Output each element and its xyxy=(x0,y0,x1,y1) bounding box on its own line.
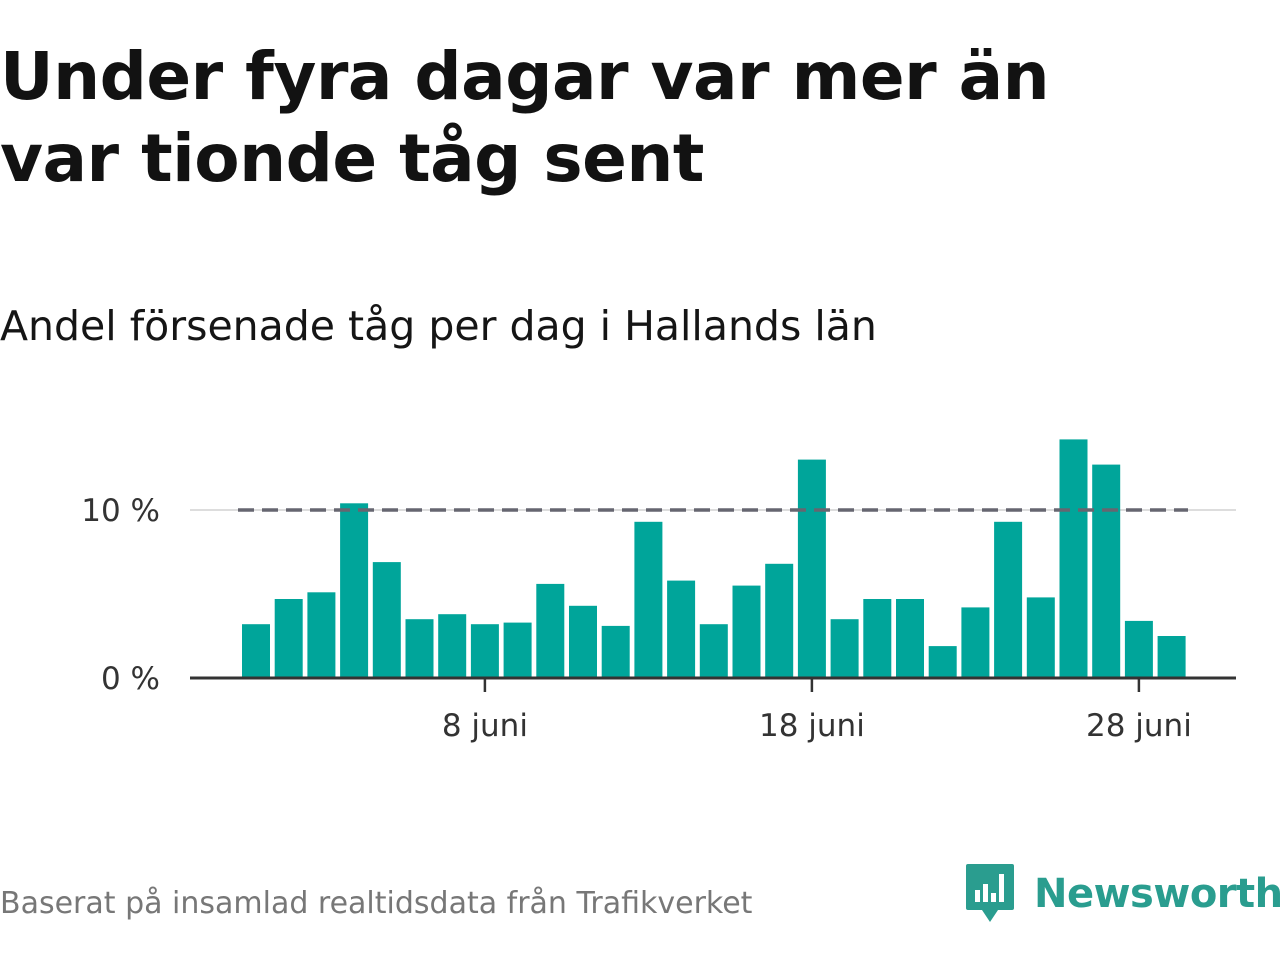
bar xyxy=(1092,464,1121,678)
bar xyxy=(1026,597,1055,678)
bar xyxy=(569,605,597,678)
bar xyxy=(863,599,892,678)
y-tick-label: 0 % xyxy=(101,661,160,697)
tick-labels: 8 juni 18 juni 28 juni 0 % 10 % xyxy=(81,493,1192,744)
bar xyxy=(928,646,957,678)
bar xyxy=(830,619,859,678)
bar xyxy=(896,599,924,678)
source-note: Baserat på insamlad realtidsdata från Tr… xyxy=(0,886,753,921)
bar xyxy=(797,459,826,678)
bar xyxy=(765,563,794,678)
bar xyxy=(340,503,369,678)
bar xyxy=(470,624,499,678)
bar xyxy=(242,624,270,678)
bar xyxy=(732,585,761,678)
axes xyxy=(190,676,1236,692)
bar xyxy=(503,622,532,678)
bar xyxy=(961,607,990,678)
bar xyxy=(1059,439,1088,678)
bar xyxy=(274,599,303,678)
bar xyxy=(372,562,401,678)
y-tick-label: 10 % xyxy=(81,493,160,529)
bars xyxy=(242,439,1186,678)
chart-subtitle: Andel försenade tåg per dag i Hallands l… xyxy=(0,302,877,350)
bar-chart: 8 juni 18 juni 28 juni 0 % 10 % xyxy=(81,439,1236,744)
bar xyxy=(307,592,336,678)
x-tick-label: 18 juni xyxy=(759,708,865,744)
brand-name: Newsworthy xyxy=(1034,871,1280,917)
bar xyxy=(1157,636,1186,678)
chart-title: Under fyra dagar var mer än var tionde t… xyxy=(0,38,1050,197)
bar xyxy=(667,580,696,678)
bar xyxy=(536,583,565,678)
newsworthy-logo-icon xyxy=(966,864,1014,922)
x-tick-label: 8 juni xyxy=(442,708,528,744)
bar xyxy=(438,614,467,678)
x-tick-label: 28 juni xyxy=(1086,708,1192,744)
bar xyxy=(405,619,434,678)
bar xyxy=(1124,620,1153,678)
bar xyxy=(994,521,1023,678)
brand[interactable]: Newsworthy xyxy=(964,862,1280,926)
bar xyxy=(699,624,728,678)
bar xyxy=(634,521,663,678)
bar xyxy=(601,625,630,678)
